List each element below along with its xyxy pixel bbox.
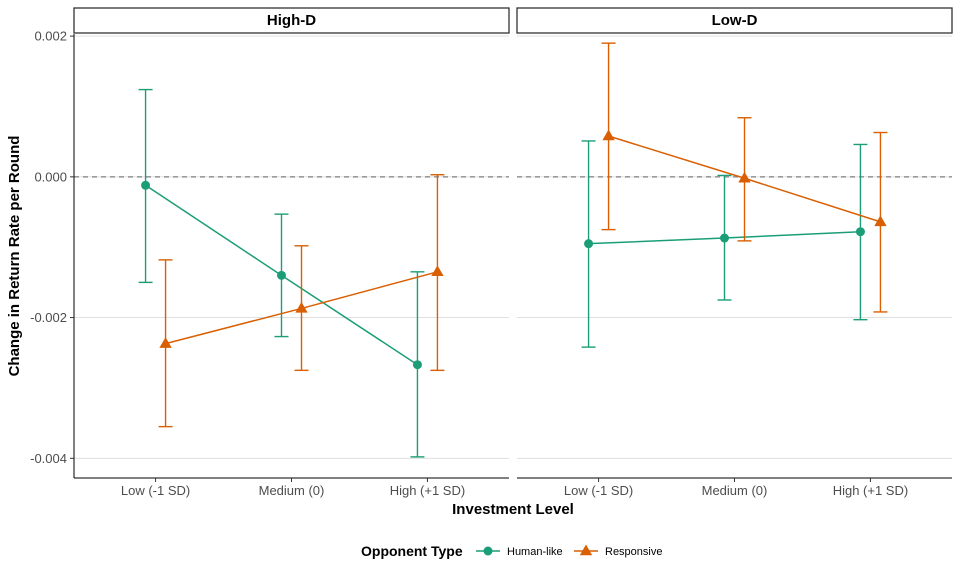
- data-point-responsive: [295, 301, 308, 313]
- y-tick-label: 0.002: [34, 29, 67, 44]
- series-human-like: [581, 140, 868, 348]
- legend-entry-label: Human-like: [507, 546, 563, 558]
- legend-entry-label: Responsive: [605, 546, 662, 558]
- data-point-responsive: [431, 265, 444, 277]
- data-point-human-like: [141, 180, 151, 190]
- panels-layer: High-D 0.002 0.000 -0.002 -0.004 Low (-1 SD) M…: [30, 7, 953, 498]
- data-point-responsive: [874, 215, 887, 227]
- legend-key-marker: [483, 546, 493, 556]
- data-point-human-like: [584, 239, 594, 249]
- x-tick-label: High (+1 SD): [390, 483, 466, 498]
- data-point-responsive: [738, 171, 751, 183]
- facet-strip: [516, 7, 953, 34]
- data-point-human-like: [277, 270, 286, 280]
- data-point-human-like: [412, 360, 422, 370]
- data-point-human-like: [720, 233, 729, 243]
- panel-low-d: Low-D Low (-1 SD) Medium (0) High (+1 SD): [516, 7, 953, 498]
- series-responsive: [158, 174, 445, 428]
- y-axis-title: Change in Return Rate per Round: [6, 136, 23, 377]
- data-point-responsive: [602, 129, 615, 141]
- x-tick-label: Medium (0): [259, 483, 325, 498]
- facet-strip: [73, 7, 510, 34]
- legend: Opponent Type Human-like Responsive: [361, 543, 662, 559]
- y-tick-label: -0.004: [30, 451, 67, 466]
- series-human-like: [138, 88, 425, 458]
- legend-entry-human-like: Human-like: [476, 546, 563, 558]
- legend-key-marker: [579, 544, 593, 556]
- facet-strip-label: Low-D: [712, 12, 758, 29]
- y-tick-label: 0.000: [34, 169, 67, 184]
- x-tick-label: High (+1 SD): [833, 483, 909, 498]
- facet-strip-label: High-D: [267, 12, 316, 29]
- data-point-human-like: [855, 227, 865, 237]
- y-tick-label: -0.002: [30, 310, 67, 325]
- x-tick-label: Low (-1 SD): [121, 483, 190, 498]
- x-axis-title: Investment Level: [452, 501, 574, 518]
- panel-high-d: High-D 0.002 0.000 -0.002 -0.004 Low (-1 SD) M…: [30, 7, 510, 498]
- data-point-responsive: [159, 337, 172, 348]
- legend-title: Opponent Type: [361, 543, 463, 559]
- x-tick-label: Low (-1 SD): [564, 483, 633, 498]
- x-tick-label: Medium (0): [702, 483, 768, 498]
- series-responsive: [601, 42, 888, 313]
- legend-entries: Human-like Responsive: [476, 544, 662, 558]
- legend-entry-responsive: Responsive: [574, 544, 662, 558]
